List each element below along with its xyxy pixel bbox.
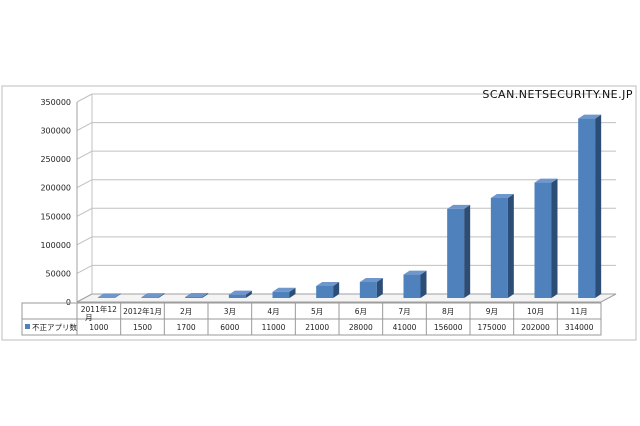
x-category-label: 9月 [486, 307, 498, 316]
x-category-label: 8月 [442, 307, 454, 316]
bar-front [490, 198, 508, 298]
gridline-side [76, 264, 93, 274]
bar [578, 114, 602, 298]
x-category-label: 7月 [398, 307, 410, 316]
bar-layer [97, 114, 602, 298]
y-tick-label: 200000 [40, 184, 71, 193]
bar-top [359, 278, 383, 282]
data-value-label: 314000 [565, 323, 594, 332]
x-category-label: 2月 [180, 307, 192, 316]
y-tick-label: 100000 [40, 241, 71, 250]
bar-top [185, 293, 209, 298]
bar-top [447, 204, 471, 209]
bar [141, 293, 165, 298]
bar [316, 282, 340, 298]
bar-side [202, 293, 209, 298]
x-category-label-cont: 月 [85, 313, 93, 322]
data-value-label: 175000 [478, 323, 507, 332]
bar-side [245, 290, 252, 298]
bar-side [114, 293, 121, 298]
bar-front [141, 297, 159, 298]
bar-side [376, 278, 383, 298]
gridline-side [76, 93, 93, 103]
bar-front [97, 297, 115, 298]
y-tick-label: 300000 [40, 127, 71, 136]
bar-side [595, 114, 602, 298]
bar-top [228, 290, 252, 295]
bar-front [228, 294, 246, 298]
bar-top [534, 178, 558, 183]
bar-top [272, 287, 296, 292]
y-tick-label: 150000 [40, 212, 71, 221]
gridline-side [76, 236, 93, 246]
bar [490, 194, 514, 298]
bar-front [272, 291, 290, 298]
x-category-label: 5月 [311, 307, 323, 316]
x-category-label: 3月 [224, 307, 236, 316]
data-value-label: 1000 [89, 323, 108, 332]
bar-top [490, 194, 514, 198]
bar-front [403, 274, 421, 298]
bar [185, 293, 209, 298]
bar-side [551, 178, 558, 298]
gridline-side [76, 150, 93, 160]
data-value-label: 11000 [262, 323, 286, 332]
bar-side [420, 270, 427, 298]
y-tick-label: 350000 [40, 98, 71, 107]
bar [359, 278, 383, 298]
bar [403, 270, 427, 298]
bar-front [578, 118, 596, 298]
bar-front [359, 282, 377, 298]
watermark-text: SCAN.NETSECURITY.NE.JP [482, 88, 633, 101]
bar-front [447, 208, 465, 298]
x-category-label: 2012年1月 [123, 306, 162, 316]
data-value-label: 41000 [393, 323, 417, 332]
bar-top [141, 293, 165, 298]
y-tick-label: 250000 [40, 155, 71, 164]
bar-side [333, 282, 340, 298]
chart-floor [76, 293, 617, 303]
gridline-side [76, 122, 93, 132]
bar [447, 204, 471, 298]
grid-layer: 0500001000001500002000002500003000003500… [40, 93, 617, 307]
bar-top [578, 114, 602, 119]
data-value-label: 6000 [220, 323, 239, 332]
x-category-label: 11月 [571, 307, 588, 316]
data-value-label: 1700 [177, 323, 196, 332]
bar-front [534, 182, 552, 298]
legend-swatch [25, 324, 30, 329]
bar-front [185, 297, 203, 298]
bar-side [289, 287, 296, 298]
x-category-label: 4月 [267, 307, 279, 316]
data-value-label: 202000 [521, 323, 550, 332]
data-value-label: 21000 [305, 323, 329, 332]
bar [534, 178, 558, 298]
bar-side [158, 293, 165, 298]
bar-top [403, 270, 427, 275]
x-category-label: 10月 [527, 307, 544, 316]
data-value-label: 1500 [133, 323, 152, 332]
bar [272, 287, 296, 298]
legend-label: 不正アプリ数 [32, 322, 77, 332]
gridline-side [76, 207, 93, 217]
bar-side [507, 194, 514, 298]
bar [228, 290, 252, 298]
y-tick-label: 50000 [46, 269, 71, 278]
data-value-label: 156000 [434, 323, 463, 332]
bar [97, 293, 121, 298]
bar-top [97, 293, 121, 298]
x-category-label: 2011年12 [81, 304, 117, 314]
bar-front [316, 286, 334, 298]
gridline-side [76, 179, 93, 189]
data-value-label: 28000 [349, 323, 373, 332]
bar-side [464, 204, 471, 298]
bar-top [316, 282, 340, 286]
x-category-label: 6月 [355, 307, 367, 316]
